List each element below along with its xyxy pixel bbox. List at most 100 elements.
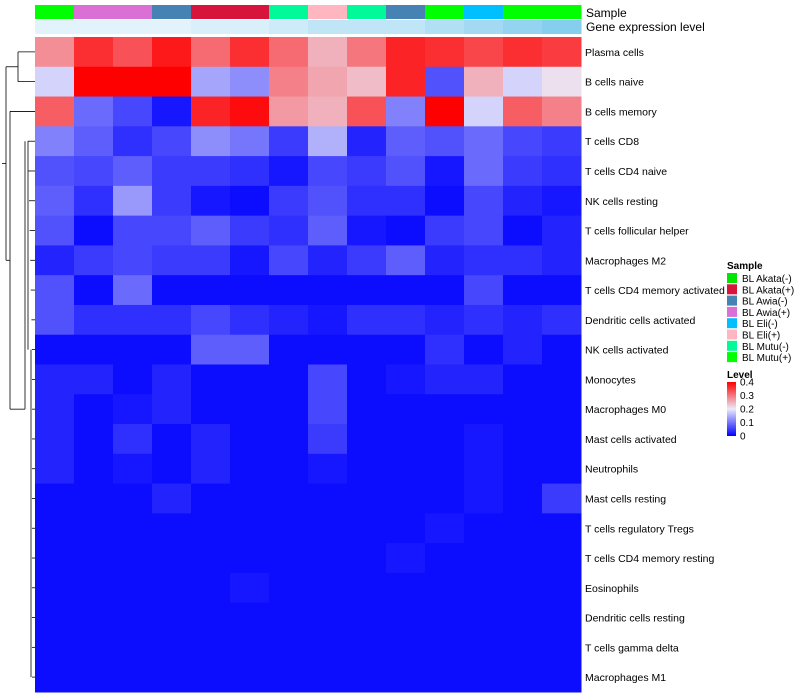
heatmap-cell [74,275,114,306]
heatmap-cell [269,126,309,157]
heatmap-cell [464,662,504,693]
heatmap-cell [542,424,582,455]
legend-sample-title: Sample [727,261,763,272]
heatmap-cell [269,334,309,365]
legend-level-title: Level [727,370,753,381]
heatmap-cell [113,513,153,544]
heatmap-cell [35,632,75,663]
heatmap-cell [347,632,387,663]
expression-annotation-cell [347,20,387,34]
level-tick-label: 0.3 [740,391,754,402]
expression-annotation-cell [191,20,231,34]
heatmap-cell [191,37,231,68]
legend-label: BL Akata(-) [742,274,792,285]
heatmap-cell [308,37,348,68]
heatmap-cell [74,334,114,365]
heatmap-cell [113,96,153,127]
heatmap-cell [269,156,309,187]
heatmap-cell [308,364,348,395]
heatmap-cell [386,96,426,127]
heatmap-cell [503,156,543,187]
heatmap-cell [152,602,192,633]
heatmap-cell [35,424,75,455]
heatmap-cell [74,66,114,98]
sample-annotation-cell [35,5,75,19]
heatmap-cell [152,37,192,68]
heatmap-cell [35,483,75,514]
heatmap-cell [542,126,582,157]
heatmap-cell [35,66,75,98]
legend-swatch [727,352,737,363]
heatmap-cell [542,156,582,187]
heatmap-cell [152,543,192,574]
heatmap-cell [113,602,153,633]
heatmap-cell [74,453,114,485]
sample-annotation-cell [230,5,270,19]
heatmap-cell [230,156,270,187]
heatmap-cell [386,37,426,68]
heatmap-cell [269,245,309,276]
heatmap-cell [191,602,231,633]
heatmap-cell [503,602,543,633]
heatmap-cell [503,453,543,485]
sample-annotation-cell [308,5,348,19]
heatmap-cell [386,632,426,663]
heatmap-cell [191,185,231,217]
heatmap-cell [503,543,543,574]
heatmap-cell [230,126,270,157]
sample-annotation-cell [347,5,387,19]
row-label: Dendritic cells resting [585,613,685,625]
heatmap-cell [269,394,309,425]
heatmap-cell [542,66,582,98]
heatmap-cell [503,245,543,276]
row-label: Monocytes [585,374,636,386]
heatmap-cell [269,662,309,693]
heatmap-cell [74,394,114,425]
heatmap-cell [503,304,543,336]
column-annotations [35,5,582,34]
heatmap-cell [425,394,465,425]
heatmap-cell [503,126,543,157]
heatmap-cell [542,215,582,246]
heatmap-cell [542,37,582,68]
annotation-labels: Sample Gene expression level [586,6,705,34]
heatmap-cell [464,156,504,187]
heatmap-cell [230,453,270,485]
heatmap-cell [35,364,75,395]
heatmap-cell [386,275,426,306]
heatmap-cell [74,632,114,663]
heatmap-cell [386,394,426,425]
legend-swatch [727,340,737,351]
heatmap-cell [542,96,582,127]
heatmap-cell [152,513,192,544]
heatmap-cell [308,453,348,485]
heatmap-cell [191,245,231,276]
heatmap-cell [269,215,309,246]
heatmap-cell [35,513,75,544]
heatmap-cell [347,483,387,514]
heatmap-cell [230,543,270,574]
expression-annotation-cell [269,20,309,34]
heatmap-cell [464,245,504,276]
heatmap-cell [308,483,348,514]
heatmap-cell [35,304,75,336]
heatmap-cell [542,185,582,217]
heatmap-cell [503,364,543,395]
heatmap-cell [152,364,192,395]
heatmap-cell [464,364,504,395]
heatmap-cell [425,662,465,693]
heatmap-cell [542,543,582,574]
heatmap-cell [35,185,75,217]
heatmap-cell [230,215,270,246]
heatmap-cell [542,245,582,276]
heatmap-cell [35,394,75,425]
heatmap-cell [425,215,465,246]
legend-label: BL Akata(+) [742,285,794,296]
heatmap-cell [386,66,426,98]
heatmap-cell [425,304,465,336]
heatmap-cell [503,513,543,544]
row-dendrogram [2,51,35,678]
sample-annotation-cell [542,5,582,19]
heatmap-cell [503,572,543,604]
heatmap-cell [152,572,192,604]
